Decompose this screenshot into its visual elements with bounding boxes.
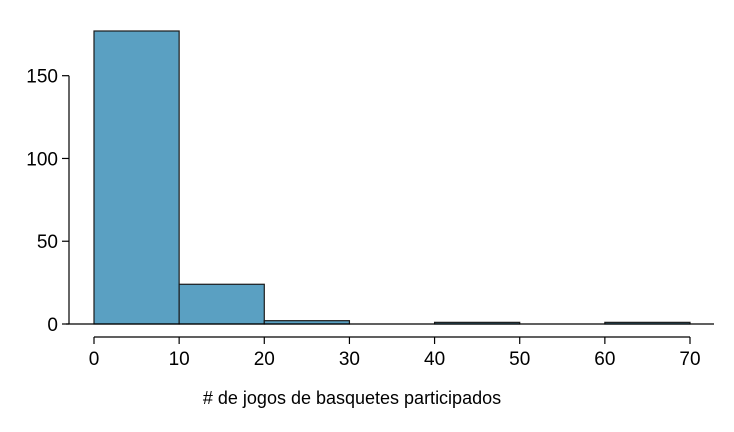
x-ticks-group: 0 10 20 30 40 50 60 70 [89, 336, 701, 370]
y-tick-label: 50 [37, 232, 58, 253]
x-tick-label: 30 [339, 349, 360, 370]
histogram-bar-0-10 [93, 30, 180, 325]
axes-group [66, 75, 714, 325]
x-tick-label: 10 [169, 349, 190, 370]
x-tick-label: 50 [509, 349, 530, 370]
histogram-bar-10-20 [178, 283, 265, 325]
y-tick-label: 0 [47, 315, 58, 336]
x-tick-label: 60 [594, 349, 615, 370]
y-tick-label: 150 [26, 67, 58, 88]
x-axis-title: # de jogos de basquetes participados [203, 388, 501, 408]
x-tick-label: 0 [89, 349, 100, 370]
bars-group [93, 30, 691, 325]
x-tick-label: 70 [679, 349, 700, 370]
x-tick-label: 40 [424, 349, 445, 370]
x-tick-label: 20 [254, 349, 275, 370]
y-tick-label: 100 [26, 149, 58, 170]
y-ticks-group: 0 50 100 150 [26, 67, 69, 336]
